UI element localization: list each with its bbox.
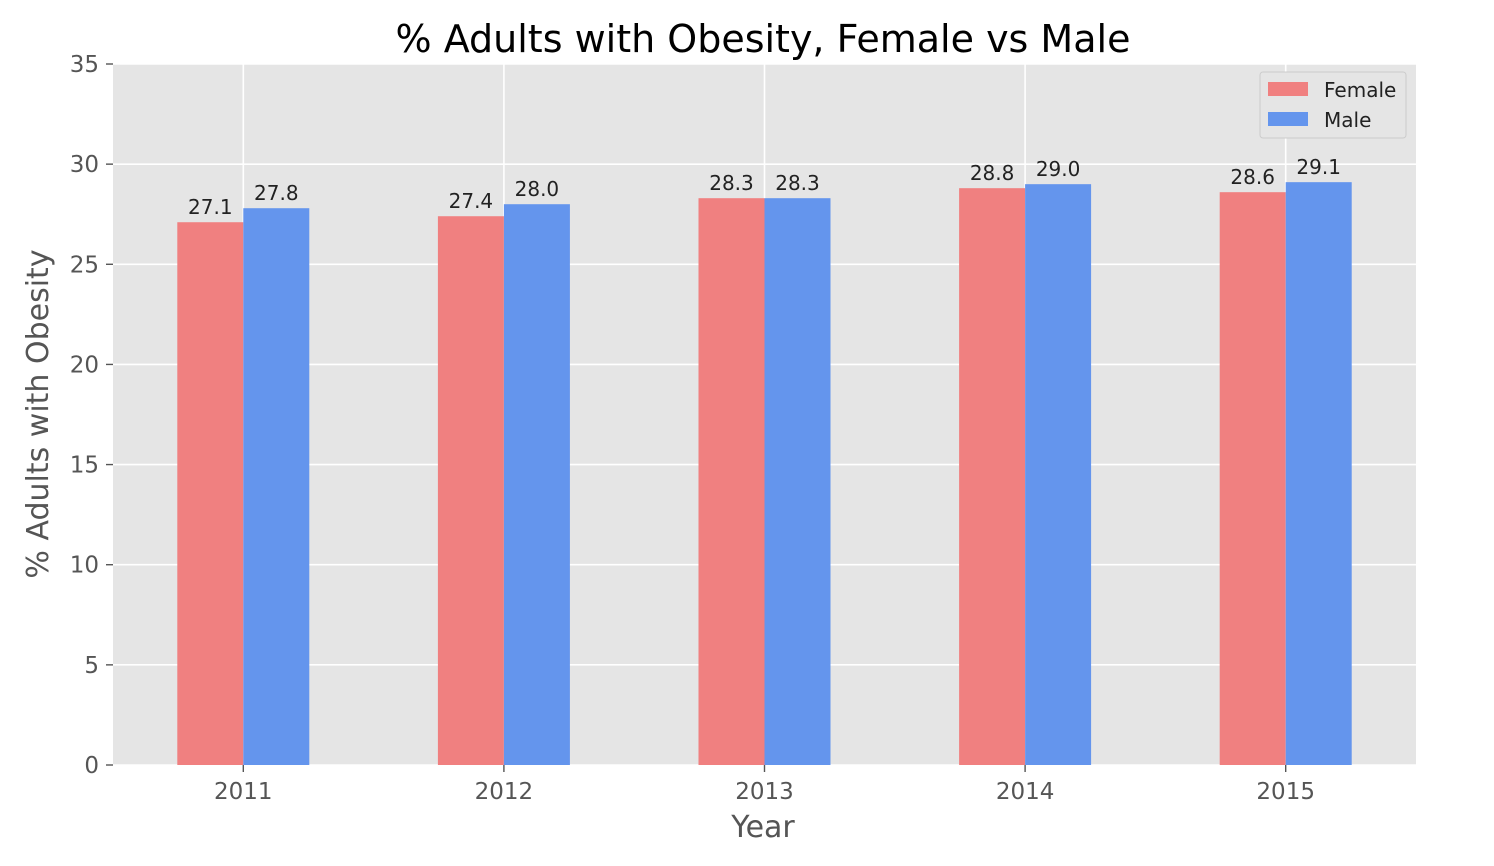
y-axis-label: % Adults with Obesity (21, 249, 56, 578)
data-label-female-2012: 27.4 (449, 189, 494, 213)
x-axis-label: Year (730, 810, 795, 845)
data-label-female-2011: 27.1 (188, 195, 233, 219)
bar-female-2012 (437, 216, 504, 765)
y-tick-label-6: 30 (70, 152, 99, 178)
data-labels: 27.1 27.4 28.3 28.8 28.6 27.8 28.0 28.3 29.0 29.1 (188, 155, 1341, 219)
legend-label-female: Female (1324, 78, 1396, 102)
y-tick-label-7: 35 (70, 52, 99, 78)
y-axis-ticks: 0 5 10 15 20 25 30 35 (70, 52, 113, 779)
bar-female-2014 (959, 188, 1026, 766)
bars (177, 182, 1352, 766)
chart-title: % Adults with Obesity, Female vs Male (396, 17, 1131, 61)
bar-male-2013 (764, 198, 831, 766)
bar-male-2011 (243, 208, 310, 766)
data-label-female-2013: 28.3 (709, 171, 754, 195)
bar-female-2015 (1219, 192, 1286, 765)
bar-male-2014 (1025, 184, 1092, 765)
data-label-male-2012: 28.0 (515, 177, 560, 201)
legend: Female Male (1259, 71, 1407, 139)
data-label-male-2014: 29.0 (1036, 157, 1081, 181)
bar-female-2011 (177, 222, 244, 765)
y-tick-label-1: 5 (84, 653, 99, 679)
x-tick-label-2: 2013 (735, 779, 794, 805)
bar-male-2012 (503, 204, 570, 765)
data-label-female-2014: 28.8 (970, 161, 1015, 185)
bar-male-2015 (1285, 182, 1352, 765)
x-tick-label-0: 2011 (214, 779, 273, 805)
legend-swatch-male (1268, 112, 1308, 126)
x-tick-label-4: 2015 (1256, 779, 1315, 805)
y-tick-label-2: 10 (70, 553, 99, 579)
y-tick-label-3: 15 (70, 453, 99, 479)
x-axis-ticks: 2011 2012 2013 2014 2015 (214, 765, 1315, 805)
data-label-female-2015: 28.6 (1230, 165, 1275, 189)
x-tick-label-1: 2012 (475, 779, 534, 805)
x-tick-label-3: 2014 (996, 779, 1055, 805)
data-label-male-2013: 28.3 (775, 171, 820, 195)
data-label-male-2011: 27.8 (254, 181, 299, 205)
legend-swatch-female (1268, 82, 1308, 96)
data-label-male-2015: 29.1 (1296, 155, 1341, 179)
legend-label-male: Male (1324, 108, 1371, 132)
bar-female-2013 (698, 198, 765, 766)
y-tick-label-4: 20 (70, 352, 99, 378)
y-tick-label-0: 0 (84, 753, 99, 779)
y-tick-label-5: 25 (70, 252, 99, 278)
